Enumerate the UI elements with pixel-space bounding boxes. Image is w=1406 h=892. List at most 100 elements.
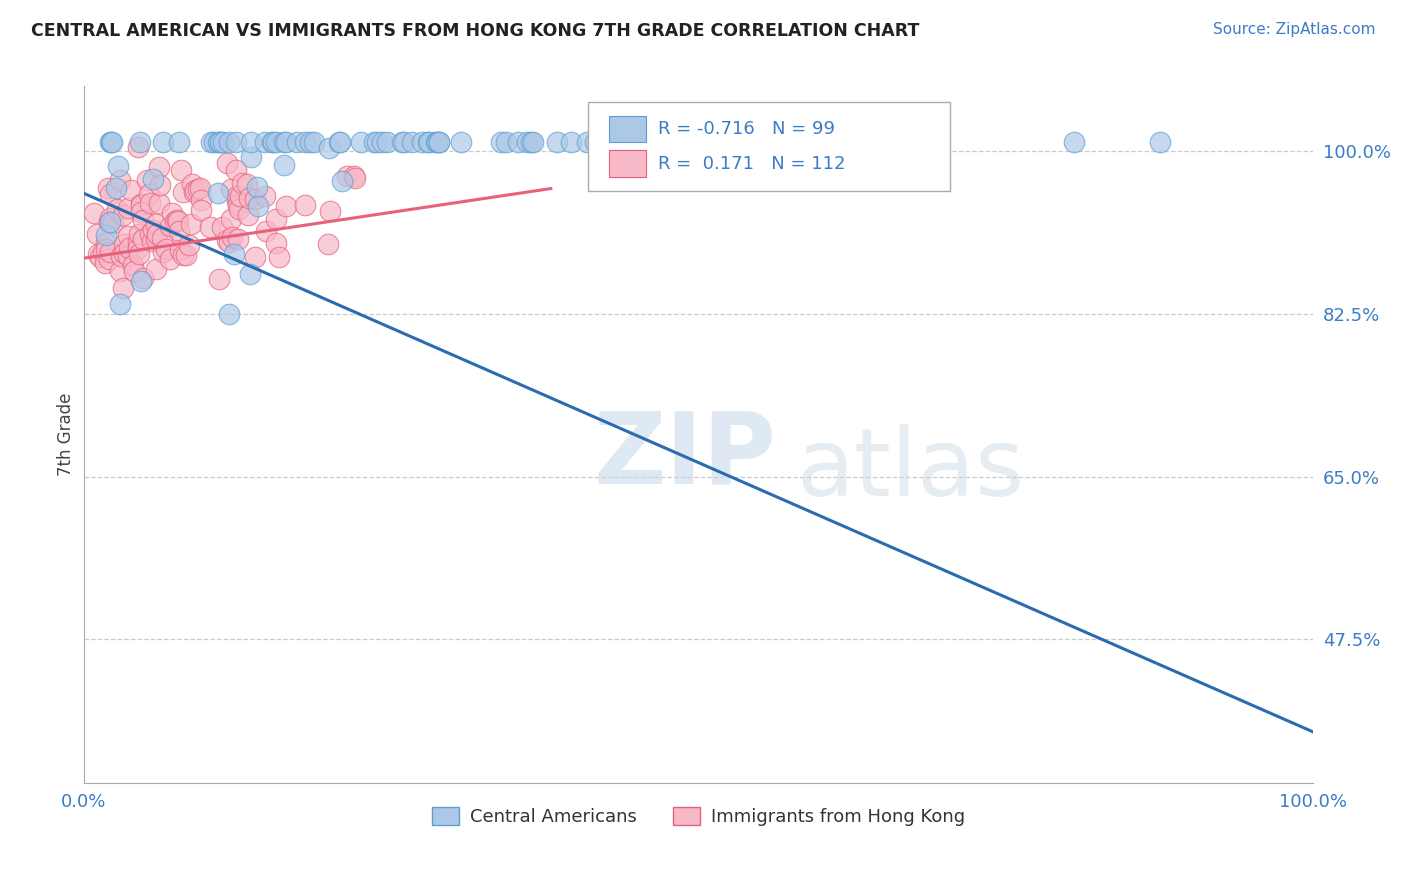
- Point: [427, 135, 450, 149]
- Point: [184, 183, 207, 197]
- Point: [169, 224, 191, 238]
- Point: [138, 187, 160, 202]
- Point: [262, 135, 284, 149]
- Point: [586, 135, 609, 149]
- Point: [146, 227, 169, 241]
- Point: [103, 216, 125, 230]
- Point: [218, 307, 240, 321]
- Point: [166, 214, 188, 228]
- Point: [183, 185, 205, 199]
- Point: [343, 170, 366, 185]
- Point: [166, 213, 188, 227]
- Point: [239, 267, 262, 281]
- Point: [238, 191, 260, 205]
- Point: [813, 135, 835, 149]
- Point: [110, 249, 132, 263]
- Point: [207, 186, 229, 201]
- Point: [371, 135, 394, 149]
- Point: [273, 135, 295, 149]
- Point: [94, 242, 117, 256]
- Point: [318, 141, 340, 155]
- Point: [98, 244, 121, 259]
- Point: [211, 135, 233, 149]
- Point: [720, 135, 742, 149]
- Point: [254, 189, 277, 203]
- Point: [145, 232, 167, 246]
- Point: [596, 135, 619, 149]
- Point: [180, 217, 202, 231]
- Text: Source: ZipAtlas.com: Source: ZipAtlas.com: [1212, 22, 1375, 37]
- Point: [112, 246, 135, 260]
- Point: [132, 271, 155, 285]
- Point: [560, 135, 582, 149]
- Point: [89, 250, 111, 264]
- Point: [228, 188, 250, 202]
- Point: [98, 211, 121, 225]
- Point: [107, 159, 129, 173]
- Point: [142, 223, 165, 237]
- Point: [129, 197, 152, 211]
- Point: [98, 186, 121, 201]
- Point: [273, 158, 295, 172]
- Point: [815, 135, 838, 149]
- Point: [316, 236, 339, 251]
- Text: atlas: atlas: [797, 424, 1025, 516]
- Point: [105, 181, 128, 195]
- Point: [138, 227, 160, 242]
- Point: [219, 211, 242, 226]
- Bar: [609, 116, 645, 142]
- Text: CENTRAL AMERICAN VS IMMIGRANTS FROM HONG KONG 7TH GRADE CORRELATION CHART: CENTRAL AMERICAN VS IMMIGRANTS FROM HONG…: [31, 22, 920, 40]
- Point: [215, 233, 238, 247]
- Point: [710, 135, 733, 149]
- Point: [366, 135, 388, 149]
- Point: [676, 135, 699, 149]
- Point: [155, 242, 177, 256]
- Point: [145, 217, 167, 231]
- Point: [678, 135, 700, 149]
- Point: [169, 244, 191, 258]
- Point: [741, 135, 763, 149]
- Point: [218, 135, 240, 149]
- Point: [117, 241, 139, 255]
- Point: [506, 135, 529, 149]
- Point: [128, 227, 150, 242]
- Point: [243, 192, 266, 206]
- Point: [643, 135, 665, 149]
- Point: [100, 215, 122, 229]
- Point: [330, 174, 353, 188]
- Point: [120, 183, 142, 197]
- Point: [329, 135, 352, 149]
- Point: [637, 135, 659, 149]
- Point: [139, 195, 162, 210]
- Point: [845, 135, 868, 149]
- Text: R = -0.716   N = 99: R = -0.716 N = 99: [658, 120, 835, 138]
- Point: [152, 135, 174, 149]
- Y-axis label: 7th Grade: 7th Grade: [58, 393, 75, 476]
- Point: [221, 230, 243, 244]
- Point: [489, 135, 512, 149]
- Text: R =  0.171   N = 112: R = 0.171 N = 112: [658, 154, 845, 173]
- Point: [276, 198, 298, 212]
- Point: [208, 272, 231, 286]
- Point: [87, 247, 110, 261]
- Point: [350, 135, 373, 149]
- Point: [108, 296, 131, 310]
- Point: [131, 205, 153, 219]
- Point: [141, 235, 163, 249]
- Point: [391, 135, 413, 149]
- Point: [167, 135, 190, 149]
- Point: [177, 237, 200, 252]
- Point: [150, 231, 173, 245]
- Point: [246, 199, 269, 213]
- Point: [98, 252, 121, 267]
- Point: [129, 135, 152, 149]
- Point: [336, 169, 359, 184]
- Point: [112, 208, 135, 222]
- Point: [200, 135, 222, 149]
- Point: [110, 264, 132, 278]
- Legend: Central Americans, Immigrants from Hong Kong: Central Americans, Immigrants from Hong …: [425, 799, 972, 833]
- Point: [149, 178, 172, 192]
- Point: [267, 250, 290, 264]
- Point: [159, 252, 181, 266]
- Point: [131, 198, 153, 212]
